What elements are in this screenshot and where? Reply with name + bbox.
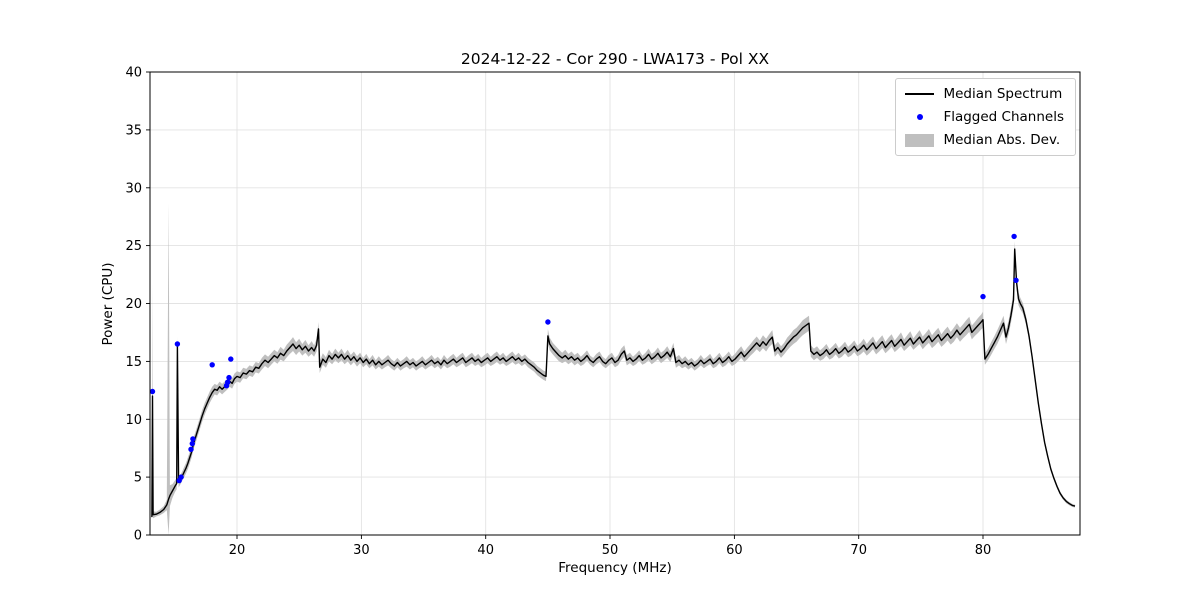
flagged-point	[1013, 277, 1019, 283]
legend-item-flagged-channels: Flagged Channels	[905, 109, 1064, 125]
mad-band	[151, 202, 1075, 535]
median-line	[151, 248, 1076, 518]
legend: Median Spectrum Flagged Channels Median …	[895, 78, 1076, 156]
axes-layer: 20 30 40 50 60 70 80 0 5 10 15 20 25 30 35 40	[125, 66, 1081, 558]
flagged-dot-icon	[916, 114, 923, 120]
flagged-point	[226, 374, 232, 381]
y-tick-label: 25	[125, 239, 142, 254]
y-tick-label: 35	[125, 123, 142, 138]
flagged-point	[150, 388, 156, 395]
y-tick-label: 10	[125, 413, 142, 428]
x-tick-label: 60	[726, 543, 743, 558]
mad-patch-swatch-wrap	[905, 133, 935, 147]
y-tick-label: 20	[125, 297, 142, 312]
x-tick-label: 20	[229, 543, 246, 558]
legend-item-median-spectrum: Median Spectrum	[905, 86, 1064, 102]
y-tick-label: 40	[125, 66, 142, 81]
median-line-layer	[151, 248, 1076, 518]
flagged-point	[174, 341, 181, 347]
axes-spines	[149, 71, 1081, 536]
x-tick-label: 50	[602, 543, 619, 558]
median-line-swatch-wrap	[905, 93, 935, 95]
x-tick-label: 30	[353, 543, 370, 558]
y-tick-label: 5	[134, 471, 142, 486]
legend-label: Median Spectrum	[943, 86, 1063, 102]
flagged-point	[1011, 233, 1017, 240]
flagged-dot-swatch-wrap	[905, 114, 934, 120]
y-axis-label: Power (CPU)	[100, 262, 116, 345]
flagged-point	[980, 293, 986, 300]
legend-label: Median Abs. Dev.	[943, 132, 1061, 148]
y-tick-label: 15	[125, 355, 142, 370]
flagged-point	[178, 474, 184, 480]
mad-band-layer	[151, 202, 1075, 535]
median-line-icon	[905, 93, 935, 95]
grid-lines	[150, 71, 1080, 536]
flagged-point	[188, 446, 194, 452]
flagged-point	[225, 379, 231, 385]
y-tick-label: 30	[125, 181, 142, 196]
flagged-point	[209, 362, 215, 368]
legend-item-median-abs-dev: Median Abs. Dev.	[905, 132, 1064, 148]
x-tick-label: 80	[975, 543, 992, 558]
flagged-point	[228, 356, 234, 362]
x-axis-label: Frequency (MHz)	[558, 560, 671, 576]
legend-label: Flagged Channels	[943, 109, 1064, 125]
flagged-points-layer	[150, 233, 1019, 484]
mad-patch-icon	[905, 133, 935, 147]
x-tick-label: 70	[850, 543, 867, 558]
flagged-point	[190, 436, 196, 442]
flagged-point	[545, 319, 551, 325]
flagged-point	[189, 440, 195, 447]
chart-title: 2024-12-22 - Cor 290 - LWA173 - Pol XX	[461, 50, 770, 68]
y-tick-label: 0	[134, 529, 142, 544]
x-tick-label: 40	[477, 543, 494, 558]
